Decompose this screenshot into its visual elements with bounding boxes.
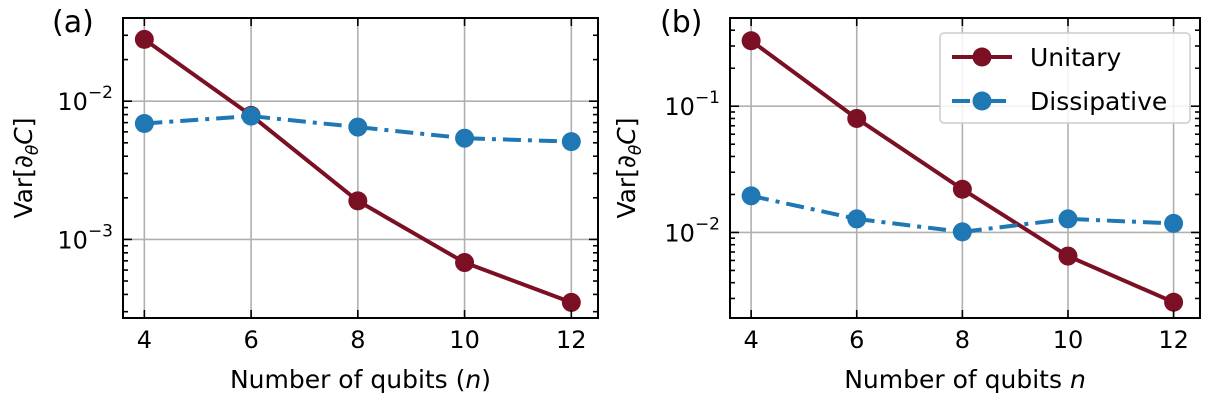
- data-point-dissipative: [952, 222, 972, 242]
- legend: Unitary Dissipative: [939, 32, 1191, 124]
- x-tick-label: 10: [1053, 326, 1084, 354]
- x-tick-label: 6: [243, 326, 258, 354]
- y-tick-label: 10−3: [57, 221, 113, 254]
- y-tick-label: 10−2: [664, 214, 720, 247]
- x-tick-label: 10: [449, 326, 480, 354]
- plot-frame: [729, 17, 1201, 319]
- data-point-unitary: [348, 191, 368, 211]
- y-tick-label: 10−2: [57, 83, 113, 116]
- data-point-dissipative: [1164, 213, 1184, 233]
- x-tick-label: 4: [743, 326, 758, 354]
- legend-marker-unitary: [972, 47, 992, 67]
- panel-label: (a): [52, 5, 94, 40]
- data-point-dissipative: [1058, 209, 1078, 229]
- y-tick-label: 10−1: [664, 88, 720, 121]
- panel-label: (b): [660, 5, 702, 40]
- data-point-unitary: [134, 29, 154, 49]
- legend-marker-dissipative: [972, 91, 992, 111]
- x-tick-label: 4: [137, 326, 152, 354]
- data-point-unitary: [561, 292, 581, 312]
- chart-panel-a: 4 6 8 10 12 10−2 10−3 (a) Number of qubits (n) Va…: [9, 5, 599, 394]
- data-point-dissipative: [241, 106, 261, 126]
- chart-panel-b: 4 6 8 10 12 10−1 10−2 (b) Number of qubits n Var[…: [612, 5, 1201, 394]
- x-tick-label: 6: [849, 326, 864, 354]
- legend-label-dissipative: Dissipative: [1030, 87, 1167, 116]
- x-axis-label: Number of qubits n: [844, 365, 1086, 394]
- data-point-dissipative: [847, 209, 867, 229]
- y-axis-label: Var[∂θC]: [9, 117, 43, 218]
- plot-frame: [122, 17, 599, 319]
- data-point-dissipative: [561, 132, 581, 152]
- data-point-unitary: [741, 31, 761, 51]
- data-point-unitary: [847, 108, 867, 128]
- data-point-unitary: [1164, 292, 1184, 312]
- data-point-dissipative: [741, 186, 761, 206]
- data-point-unitary: [455, 253, 475, 273]
- data-point-dissipative: [455, 128, 475, 148]
- data-point-unitary: [1058, 246, 1078, 266]
- x-tick-label: 12: [556, 326, 587, 354]
- data-point-unitary: [952, 179, 972, 199]
- x-tick-label: 8: [350, 326, 365, 354]
- legend-label-unitary: Unitary: [1030, 43, 1121, 72]
- x-tick-label: 8: [955, 326, 970, 354]
- x-tick-label: 12: [1158, 326, 1189, 354]
- x-axis-label: Number of qubits (n): [230, 365, 491, 394]
- data-point-dissipative: [134, 113, 154, 133]
- y-axis-label: Var[∂θC]: [612, 117, 646, 218]
- data-point-dissipative: [348, 117, 368, 137]
- series-line-dissipative: [750, 193, 1174, 234]
